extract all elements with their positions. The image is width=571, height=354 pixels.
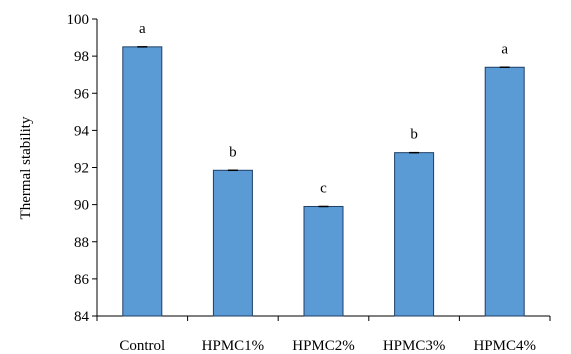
y-tick-label: 98: [74, 49, 89, 65]
y-tick-label: 86: [74, 272, 90, 288]
significance-label: a: [501, 41, 508, 57]
y-tick-label: 90: [74, 198, 89, 214]
x-tick-label: HPMC4%: [473, 338, 536, 354]
significance-label: a: [139, 21, 146, 37]
significance-label: b: [229, 144, 237, 160]
x-tick-label: HPMC1%: [202, 338, 265, 354]
y-tick-label: 88: [74, 235, 89, 251]
y-tick-label: 92: [74, 161, 89, 177]
bars: [122, 46, 525, 317]
x-tick-label: Control: [119, 338, 165, 354]
significance-label: b: [410, 127, 418, 143]
bar-hpmc2-: [303, 205, 344, 317]
y-tick-label: 84: [74, 309, 90, 325]
significance-labels: a b c b a: [139, 21, 508, 197]
x-tick-label: HPMC3%: [383, 338, 446, 354]
bar-hpmc3-: [394, 152, 435, 317]
bar-hpmc1-: [212, 169, 253, 317]
y-tick-label: 100: [67, 12, 90, 28]
x-axis: [96, 315, 551, 321]
bar-control: [122, 46, 163, 317]
y-axis-label: Thermal stability: [18, 116, 34, 219]
y-tick-label: 96: [74, 86, 90, 102]
bar-hpmc4-: [484, 66, 525, 317]
y-axis: 84 86 88 90 92 94 96 98 100: [67, 12, 98, 325]
y-tick-label: 94: [74, 123, 90, 139]
category-labels: Control HPMC1% HPMC2% HPMC3% HPMC4%: [119, 338, 536, 354]
significance-label: c: [320, 180, 327, 196]
x-tick-label: HPMC2%: [292, 338, 355, 354]
